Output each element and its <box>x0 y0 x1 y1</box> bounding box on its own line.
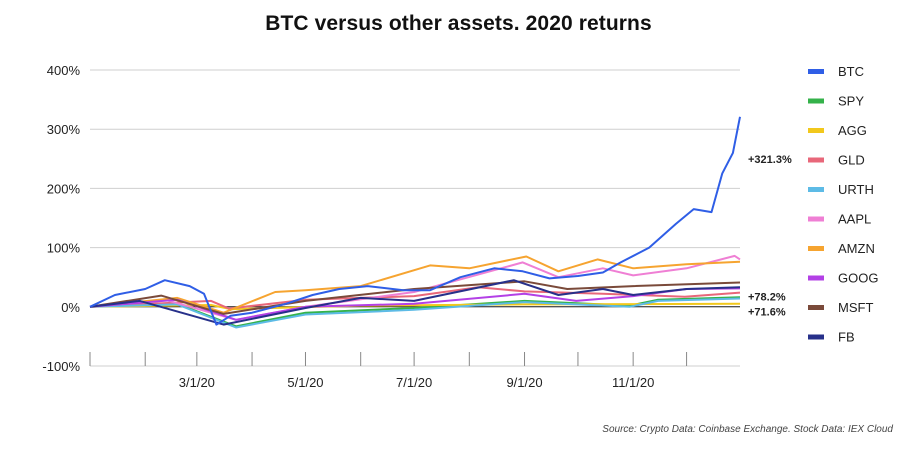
y-tick-label: -100% <box>42 359 80 374</box>
source-note: Source: Crypto Data: Coinbase Exchange. … <box>602 424 893 435</box>
x-tick-label: 3/1/20 <box>179 375 215 390</box>
legend-swatch-urth <box>808 187 824 192</box>
x-tick-label: 11/1/20 <box>612 375 654 390</box>
y-tick-label: 400% <box>47 63 81 78</box>
legend-swatch-agg <box>808 128 824 133</box>
series-line-amzn <box>89 255 741 314</box>
legend-label-spy: SPY <box>838 94 864 109</box>
legend-label-fb: FB <box>838 330 855 345</box>
series-lines <box>89 116 741 329</box>
grid <box>90 69 740 367</box>
end-value-annotation: +71.6% <box>748 307 786 319</box>
legend-label-btc: BTC <box>838 64 864 79</box>
chart-title: BTC versus other assets. 2020 returns <box>265 12 652 35</box>
legend-label-goog: GOOG <box>838 271 878 286</box>
x-tick-label: 5/1/20 <box>287 375 323 390</box>
legend-swatch-btc <box>808 69 824 74</box>
y-tick-label: 100% <box>47 241 81 256</box>
series-line-msft <box>89 280 741 315</box>
legend: BTC SPY AGG GLD URTH AAPL AMZN GOOG MSFT FB <box>808 64 878 345</box>
legend-swatch-gld <box>808 157 824 163</box>
end-value-annotation: +78.2% <box>748 292 786 304</box>
series-line-fb <box>89 279 741 326</box>
legend-swatch-goog <box>808 275 824 281</box>
y-tick-label: 300% <box>47 122 81 137</box>
series-line-btc <box>89 116 741 326</box>
annotations: +321.3% +78.2% +71.6% <box>748 154 792 319</box>
legend-label-agg: AGG <box>838 123 867 138</box>
legend-swatch-msft <box>808 305 824 310</box>
legend-label-gld: GLD <box>838 153 865 168</box>
x-tick-label: 9/1/20 <box>506 375 542 390</box>
legend-label-urth: URTH <box>838 182 874 197</box>
x-tick-label: 7/1/20 <box>396 375 432 390</box>
end-value-annotation: +321.3% <box>748 154 792 166</box>
legend-label-aapl: AAPL <box>838 212 871 227</box>
y-tick-label: 0% <box>61 300 80 315</box>
series-line-urth <box>89 297 741 329</box>
axes: 400% 300% 200% 100% 0% -100% 3/1/20 5/1/20 7/1/2… <box>42 63 740 390</box>
legend-swatch-spy <box>808 98 824 104</box>
legend-swatch-fb <box>808 334 824 340</box>
legend-label-msft: MSFT <box>838 300 873 315</box>
y-tick-label: 200% <box>47 181 81 196</box>
legend-swatch-amzn <box>808 246 824 251</box>
legend-swatch-aapl <box>808 216 824 222</box>
legend-label-amzn: AMZN <box>838 241 875 256</box>
